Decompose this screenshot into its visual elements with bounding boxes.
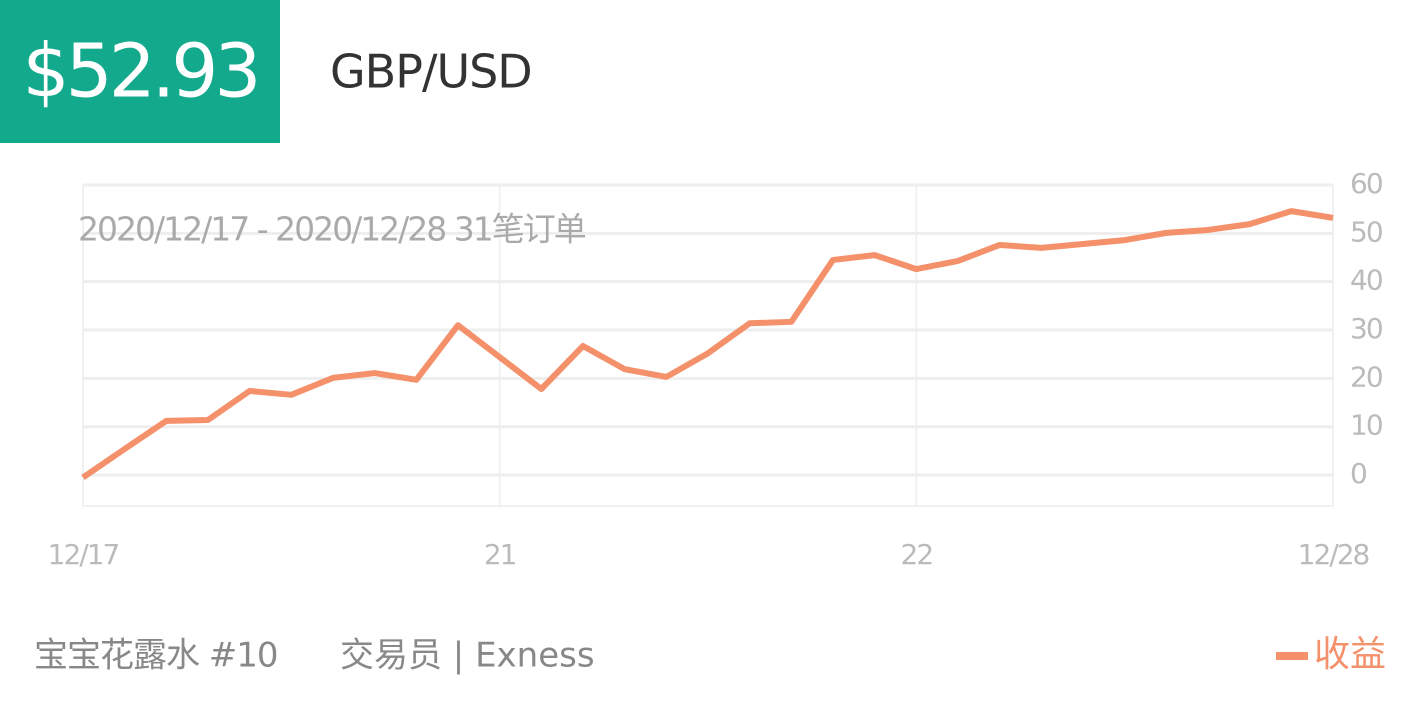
x-tick-label: 22 bbox=[901, 538, 933, 571]
pair: GBP/USD bbox=[330, 45, 532, 99]
series-line bbox=[81, 208, 1334, 480]
y-tick-label: 30 bbox=[1350, 312, 1382, 345]
legend-swatch bbox=[1276, 652, 1308, 660]
x-tick-label: 21 bbox=[484, 538, 516, 571]
y-tick-label: 20 bbox=[1350, 360, 1382, 393]
plot: 12/17 21 22 12/28 0 10 20 30 40 50 60 bbox=[48, 167, 1384, 571]
x-tick-label: 12/17 bbox=[48, 538, 119, 571]
legend-label: 收益 bbox=[1314, 634, 1386, 675]
y-tick-label: 0 bbox=[1350, 457, 1366, 490]
price-box bbox=[0, 0, 280, 143]
y-tick-label: 60 bbox=[1350, 167, 1382, 200]
price: $52.93 bbox=[23, 29, 258, 115]
subtitle: 2020/12/17 - 2020/12/28 31笔订单 bbox=[78, 210, 586, 249]
y-tick-label: 10 bbox=[1350, 409, 1382, 442]
y-tick-label: 50 bbox=[1350, 215, 1382, 248]
y-tick-label: 40 bbox=[1350, 264, 1382, 297]
trader-role: 交易员 | Exness bbox=[340, 636, 595, 676]
x-tick-label: 12/28 bbox=[1298, 538, 1369, 571]
trader-name: 宝宝花露水 #10 bbox=[34, 636, 278, 676]
